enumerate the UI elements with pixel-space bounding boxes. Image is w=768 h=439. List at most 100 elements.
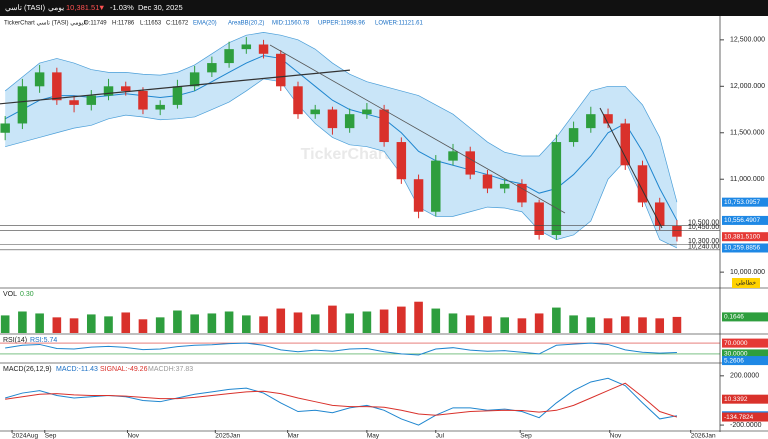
price-tag-label: 30.0000	[724, 351, 748, 358]
candle-body	[431, 160, 441, 212]
candle-body	[207, 63, 217, 73]
x-tick-label: 2026Jan	[691, 433, 716, 439]
candle-body	[121, 86, 131, 91]
candle-body	[362, 109, 372, 115]
volume-bar	[465, 315, 475, 333]
volume-bar	[86, 314, 96, 333]
volume-bar	[672, 316, 682, 333]
signal-label: SIGNAL:-49.26	[100, 366, 148, 373]
volume-bar	[138, 319, 148, 333]
candle-body	[517, 183, 527, 203]
candle-body	[672, 225, 682, 237]
price-tag	[722, 312, 768, 322]
lower: LOWER:11121.61	[375, 21, 423, 27]
change: -1.03%	[110, 3, 134, 12]
candle-body	[172, 86, 183, 105]
y-tick-label: 11,500.000	[730, 130, 765, 137]
volume-bar	[173, 310, 182, 333]
price-tag-label: 10,753.0957	[724, 199, 761, 206]
x-tick-label: Sep	[45, 433, 57, 439]
x-tick-label: Nov	[127, 433, 139, 439]
y-tick-label: -200.0000	[730, 422, 762, 429]
x-tick-label: Mar	[288, 433, 300, 439]
level-label: 10,500.00	[688, 220, 719, 227]
trend-line	[0, 69, 350, 105]
upper: UPPER:11998.96	[318, 21, 366, 27]
volume-bar	[586, 317, 596, 333]
candle-body	[568, 128, 579, 143]
mid-band	[4, 55, 678, 221]
candle-body	[482, 174, 493, 189]
level-label: 10,450.00	[688, 224, 719, 231]
panel-title: RSI(14)	[3, 337, 27, 344]
symbol: تاسي (TASI)	[5, 3, 46, 12]
close: C:11672	[166, 21, 189, 27]
candle-body	[17, 86, 28, 124]
high: H:11786	[112, 21, 135, 27]
x-tick-label: Jul	[436, 433, 445, 439]
candle-body	[224, 49, 234, 64]
volume-bar	[414, 301, 423, 333]
candle-body	[465, 151, 475, 175]
volume-bar	[69, 318, 79, 333]
price-tag	[722, 338, 768, 348]
panel-subtitle: 0.30	[20, 291, 34, 298]
price-tag	[722, 197, 768, 207]
draw-button[interactable]	[732, 278, 760, 288]
price-tag-label: 10,381.5100	[724, 233, 761, 240]
candle-body	[155, 104, 165, 110]
candle-body	[551, 142, 562, 235]
info-row: TickerChart تاسي (TASI) اليومي O:11749 H…	[4, 20, 423, 27]
volume-bar	[242, 315, 251, 333]
upper-band	[4, 32, 678, 203]
x-tick-label: Nov	[610, 433, 622, 439]
draw-button-label[interactable]: خطاطي	[736, 280, 757, 287]
volume-bar	[224, 311, 234, 333]
volume-bar	[207, 313, 217, 333]
price-tag-label: 0.1646	[724, 314, 744, 321]
plot: 10,000.000 11,000.000 11,500.000 12,000.000…	[0, 32, 768, 439]
last-price: 10,381.51	[66, 3, 99, 12]
arrow: ▼	[98, 3, 105, 12]
y-tick-label: 12,000.000	[730, 83, 765, 90]
candle-body	[499, 183, 510, 189]
panel-subtitle: RSI:5.74	[30, 337, 57, 344]
candle-body	[34, 72, 45, 87]
lower-band	[5, 78, 678, 249]
y-tick-label: 12,500.000	[730, 37, 765, 44]
x-tick-label: May	[367, 433, 380, 439]
candle-body	[258, 44, 269, 54]
candle-body	[103, 86, 114, 96]
candle-body	[52, 72, 62, 101]
candle-body	[69, 100, 79, 105]
volume-bar	[397, 306, 406, 333]
candle-body	[327, 109, 338, 129]
trend-line	[599, 107, 663, 229]
volume-bar	[293, 312, 303, 333]
date: Dec 30, 2025	[138, 3, 183, 12]
hist-label: MACDH:37.83	[148, 366, 193, 373]
volume-bar	[52, 317, 62, 333]
volume-bar	[655, 318, 665, 333]
y-tick-label: 200.0000	[730, 373, 759, 380]
volume-bar	[18, 311, 27, 333]
volume-bar	[431, 308, 441, 333]
volume-bar	[483, 316, 492, 333]
volume-bar	[379, 309, 389, 333]
candle-body	[586, 114, 596, 129]
candle-body	[138, 90, 148, 110]
price-tag	[722, 412, 768, 422]
price-tag-label: 10,259.8856	[724, 245, 761, 252]
volume-bar	[259, 316, 268, 333]
price-tag	[722, 349, 768, 359]
volume-bar	[638, 317, 647, 333]
candle-body	[448, 151, 458, 161]
price-tag	[722, 243, 768, 253]
candle-body	[637, 165, 648, 203]
price-tag	[722, 232, 768, 242]
candle-body	[293, 86, 303, 115]
level-label: 10,300.00	[688, 238, 719, 245]
low: L:11653	[140, 21, 162, 27]
volume-bar	[0, 315, 10, 333]
